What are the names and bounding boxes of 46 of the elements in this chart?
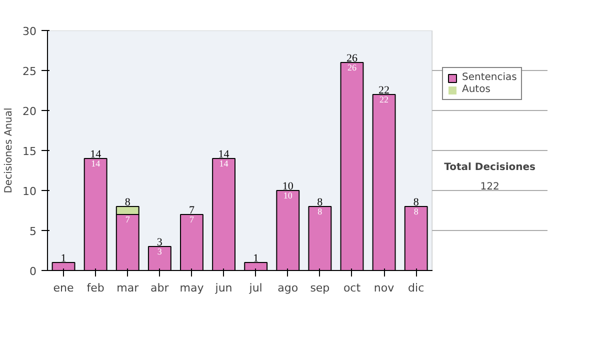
x-tick-label: ago <box>278 282 298 294</box>
data-label: 3 <box>157 246 162 256</box>
x-tick-label: nov <box>374 282 395 294</box>
x-tick-label: mar <box>116 282 140 294</box>
total-label: 8 <box>124 196 131 208</box>
total-label: 14 <box>218 148 230 160</box>
y-tick-label: 10 <box>22 185 37 198</box>
total-label: 1 <box>253 252 259 264</box>
total-label: 8 <box>317 196 324 208</box>
data-label: 14 <box>91 158 101 168</box>
legend-label: Autos <box>462 84 490 95</box>
y-tick-label: 20 <box>22 105 37 118</box>
x-tick-label: sep <box>310 282 330 294</box>
data-label: 8 <box>318 206 323 216</box>
data-label: 7 <box>125 214 130 224</box>
y-tick-label: 15 <box>22 145 37 158</box>
total-label: 7 <box>188 204 195 216</box>
y-tick-label: 0 <box>30 265 36 278</box>
data-label: 7 <box>189 214 194 224</box>
x-tick-label: feb <box>86 282 104 294</box>
x-tick-label: may <box>180 282 204 294</box>
total-label: 26 <box>346 52 358 64</box>
total-label: 22 <box>378 84 390 96</box>
x-tick-label: jun <box>214 282 232 294</box>
x-tick-label: oct <box>343 282 362 294</box>
x-tick-label: dic <box>408 282 424 294</box>
y-tick-label: 5 <box>30 225 36 238</box>
legend-label: Sentencias <box>462 72 517 83</box>
y-axis-title: Decisiones Anual <box>4 108 15 194</box>
x-tick-label: jul <box>248 282 262 294</box>
data-label: 26 <box>347 62 357 72</box>
text: 122 <box>480 181 500 192</box>
data-label: 10 <box>283 190 293 200</box>
data-label: 8 <box>414 206 419 216</box>
total-label: 14 <box>90 148 102 160</box>
x-tick-label: abr <box>150 282 170 294</box>
data-label: 14 <box>219 158 229 168</box>
data-label: 22 <box>380 94 389 104</box>
total-label: 3 <box>156 236 163 248</box>
total-label: 1 <box>60 252 66 264</box>
total-label: 8 <box>413 196 420 208</box>
y-tick-label: 30 <box>22 25 37 38</box>
text: Total Decisiones <box>444 162 536 173</box>
y-tick-label: 25 <box>22 65 37 78</box>
x-tick-label: ene <box>53 282 74 294</box>
total-label: 10 <box>282 180 294 192</box>
